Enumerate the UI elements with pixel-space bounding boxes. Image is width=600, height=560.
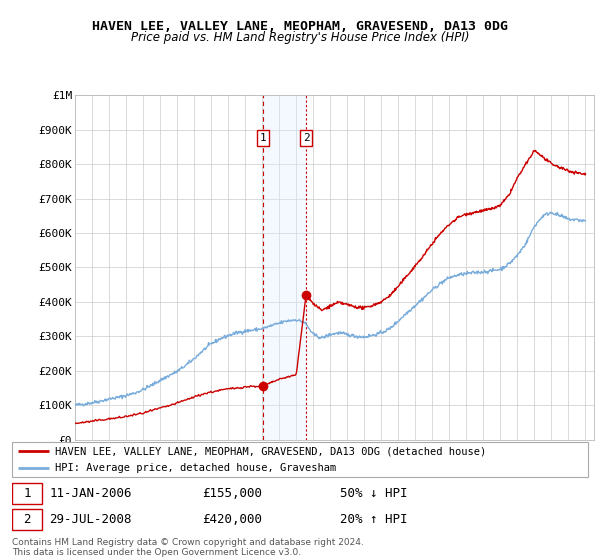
Text: HPI: Average price, detached house, Gravesham: HPI: Average price, detached house, Grav…: [55, 463, 337, 473]
Text: HAVEN LEE, VALLEY LANE, MEOPHAM, GRAVESEND, DA13 0DG: HAVEN LEE, VALLEY LANE, MEOPHAM, GRAVESE…: [92, 20, 508, 32]
FancyBboxPatch shape: [12, 442, 588, 477]
Text: 20% ↑ HPI: 20% ↑ HPI: [340, 513, 408, 526]
Text: £155,000: £155,000: [202, 487, 262, 500]
FancyBboxPatch shape: [12, 508, 42, 530]
Text: Contains HM Land Registry data © Crown copyright and database right 2024.
This d: Contains HM Land Registry data © Crown c…: [12, 538, 364, 557]
Bar: [263, 95, 306, 440]
Text: 2: 2: [23, 513, 31, 526]
Text: 1: 1: [259, 133, 266, 143]
Text: 11-JAN-2006: 11-JAN-2006: [49, 487, 132, 500]
Text: £420,000: £420,000: [202, 513, 262, 526]
FancyBboxPatch shape: [12, 483, 42, 504]
Text: 50% ↓ HPI: 50% ↓ HPI: [340, 487, 408, 500]
Text: 2: 2: [303, 133, 310, 143]
Text: 29-JUL-2008: 29-JUL-2008: [49, 513, 132, 526]
Text: Price paid vs. HM Land Registry's House Price Index (HPI): Price paid vs. HM Land Registry's House …: [131, 31, 469, 44]
Text: 1: 1: [23, 487, 31, 500]
Text: HAVEN LEE, VALLEY LANE, MEOPHAM, GRAVESEND, DA13 0DG (detached house): HAVEN LEE, VALLEY LANE, MEOPHAM, GRAVESE…: [55, 446, 487, 456]
